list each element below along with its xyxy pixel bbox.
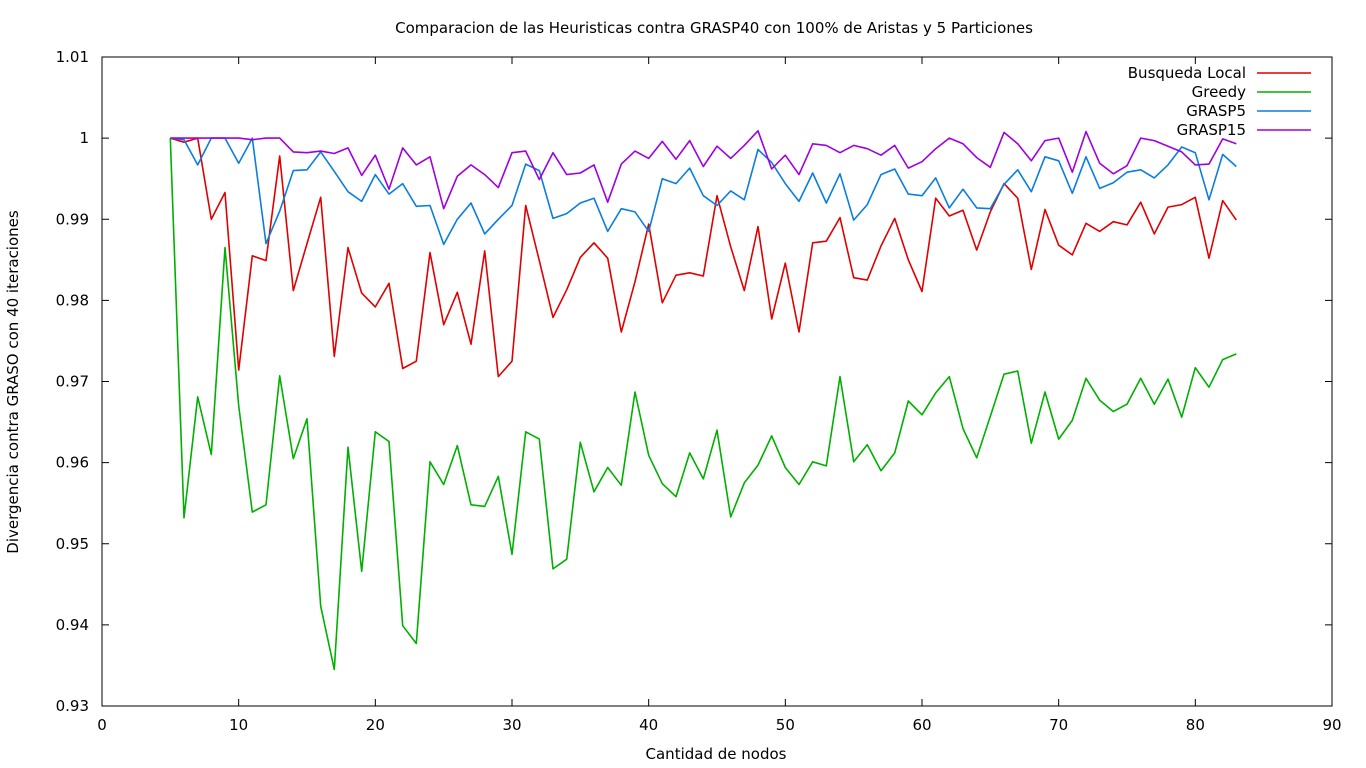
y-tick-label: 0.93 (56, 697, 89, 715)
x-tick-label: 40 (639, 716, 658, 734)
y-tick-label: 1.01 (56, 48, 89, 66)
y-tick-label: 1 (79, 129, 89, 147)
series-line-greedy (169, 138, 1237, 671)
y-tick-label: 0.99 (56, 210, 89, 228)
legend-label-grasp5: GRASP5 (1186, 102, 1246, 120)
chart-title: Comparacion de las Heuristicas contra GR… (395, 19, 1033, 37)
x-tick-label: 0 (97, 716, 107, 734)
legend-label-greedy: Greedy (1192, 83, 1246, 101)
series-line-busqueda-local (170, 137, 1237, 378)
x-axis: 0 10 20 30 40 50 60 70 80 90 (97, 57, 1342, 734)
legend-label-busqueda-local: Busqueda Local (1128, 64, 1246, 82)
series-line-grasp5 (170, 137, 1237, 246)
x-tick-label: 20 (366, 716, 385, 734)
plot-frame (101, 56, 1333, 707)
y-tick-label: 0.98 (56, 291, 89, 309)
x-tick-label: 80 (1186, 716, 1205, 734)
y-axis-label: Divergencia contra GRASO con 40 iteracio… (4, 210, 22, 554)
y-tick-label: 0.97 (56, 373, 89, 391)
y-tick-label: 0.96 (56, 454, 89, 472)
legend-label-grasp15: GRASP15 (1177, 121, 1246, 139)
series-line-grasp15 (170, 130, 1237, 210)
x-tick-label: 30 (502, 716, 521, 734)
y-axis: 0.93 0.94 0.95 0.96 0.97 0.98 0.99 1 1.01 (56, 48, 1332, 715)
x-tick-label: 10 (229, 716, 248, 734)
y-tick-label: 0.94 (56, 616, 89, 634)
series-layer (169, 130, 1237, 671)
x-tick-label: 60 (912, 716, 931, 734)
y-tick-label: 0.95 (56, 535, 89, 553)
x-tick-label: 90 (1322, 716, 1341, 734)
x-tick-label: 70 (1049, 716, 1068, 734)
x-axis-label: Cantidad de nodos (646, 745, 787, 763)
x-tick-label: 50 (776, 716, 795, 734)
